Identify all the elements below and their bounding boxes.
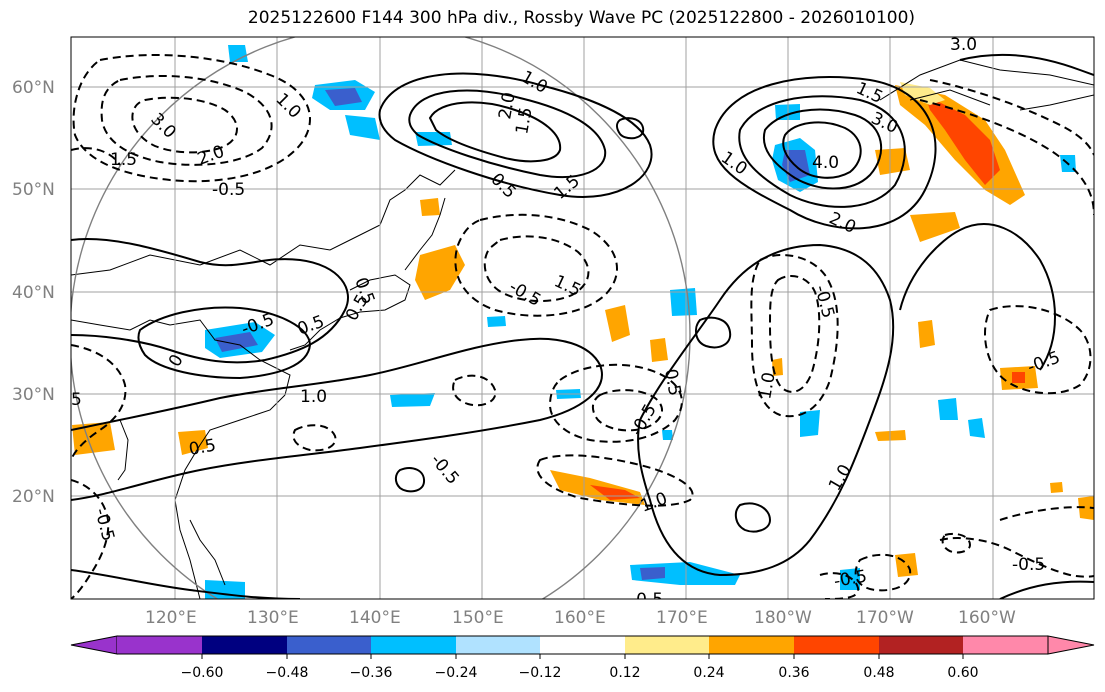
colorbar-tick-label: 0.48 bbox=[863, 665, 894, 681]
colorbar-tick-label: −0.60 bbox=[181, 665, 224, 681]
colorbar-segment bbox=[117, 636, 202, 654]
colorbar-segment bbox=[794, 636, 879, 654]
contour-label: 1.0 bbox=[755, 371, 779, 401]
contour-label: 3.0 bbox=[950, 35, 977, 55]
colorbar-low-extension bbox=[70, 635, 118, 655]
lon-label: 150°E bbox=[452, 608, 504, 628]
contour-label: 1.5 bbox=[512, 106, 536, 136]
contour-label: -0.5 bbox=[1012, 555, 1045, 575]
colorbar-segment bbox=[709, 636, 794, 654]
colorbar-segment bbox=[202, 636, 287, 654]
colorbar-segment bbox=[879, 636, 963, 654]
contour-label: 0.5 bbox=[660, 367, 684, 397]
colorbar-tick-label: −0.36 bbox=[350, 665, 393, 681]
contour-label: 4.0 bbox=[812, 153, 839, 173]
colorbar-segment bbox=[456, 636, 540, 654]
colorbar-tick-label: −0.48 bbox=[266, 665, 309, 681]
lat-label: 40°N bbox=[12, 283, 55, 303]
lon-label: 140°E bbox=[349, 608, 401, 628]
colorbar-high-extension bbox=[1047, 635, 1095, 655]
contour-label: 1.5 bbox=[110, 150, 137, 170]
coastlines bbox=[71, 59, 1094, 599]
colorbar-tick-label: 0.36 bbox=[778, 665, 809, 681]
map-title: 2025122600 F144 300 hPa div., Rossby Wav… bbox=[247, 8, 916, 28]
colorbar-segment bbox=[625, 636, 709, 654]
colorbar: −0.60 −0.48 −0.36 −0.24 −0.12 0.12 0.24 … bbox=[70, 635, 1095, 681]
region-circle bbox=[71, 37, 691, 599]
contour-label: 1.0 bbox=[300, 387, 327, 407]
colorbar-tick-label: 0.24 bbox=[693, 665, 724, 681]
plot-frame bbox=[70, 36, 1095, 600]
colorbar-tick-label: −0.24 bbox=[435, 665, 478, 681]
colorbar-tick-label: 0.12 bbox=[609, 665, 640, 681]
contour-label: -0.5 bbox=[212, 180, 245, 200]
lon-label: 120°E bbox=[145, 608, 197, 628]
lat-label: 50°N bbox=[12, 180, 55, 200]
contour-label: 0.5 bbox=[187, 436, 217, 460]
map-plot-area: 1.0 3.0 1.5 2.0 -0.5 2.0 1.5 1.0 0.5 1.5… bbox=[71, 35, 1094, 610]
colorbar-segment bbox=[540, 636, 625, 654]
longitude-labels: 120°E 130°E 140°E 150°E 160°E 170°E 180°… bbox=[145, 608, 1016, 628]
colorbar-segment bbox=[371, 636, 456, 654]
lat-label: 60°N bbox=[12, 78, 55, 98]
lon-label: 160°W bbox=[958, 608, 1016, 628]
colorbar-tick-label: 0.60 bbox=[947, 665, 978, 681]
contour-label: -0.5 bbox=[630, 590, 663, 610]
colorbar-segment bbox=[963, 636, 1048, 654]
latitude-labels: 60°N 50°N 40°N 30°N 20°N bbox=[12, 78, 55, 507]
lon-label: 180°W bbox=[754, 608, 812, 628]
lon-label: 160°E bbox=[554, 608, 606, 628]
lon-label: 130°E bbox=[247, 608, 299, 628]
colorbar-segment bbox=[287, 636, 371, 654]
contour-label: 2.0 bbox=[495, 91, 519, 121]
contour-labels: 1.0 3.0 1.5 2.0 -0.5 2.0 1.5 1.0 0.5 1.5… bbox=[71, 35, 1063, 610]
lon-label: 170°E bbox=[656, 608, 708, 628]
dashed-contours bbox=[71, 54, 1094, 599]
lat-label: 30°N bbox=[12, 385, 55, 405]
lon-label: 170°W bbox=[856, 608, 914, 628]
lat-label: 20°N bbox=[12, 487, 55, 507]
contour-label: 5 bbox=[71, 390, 82, 410]
colorbar-tick-label: −0.12 bbox=[519, 665, 562, 681]
